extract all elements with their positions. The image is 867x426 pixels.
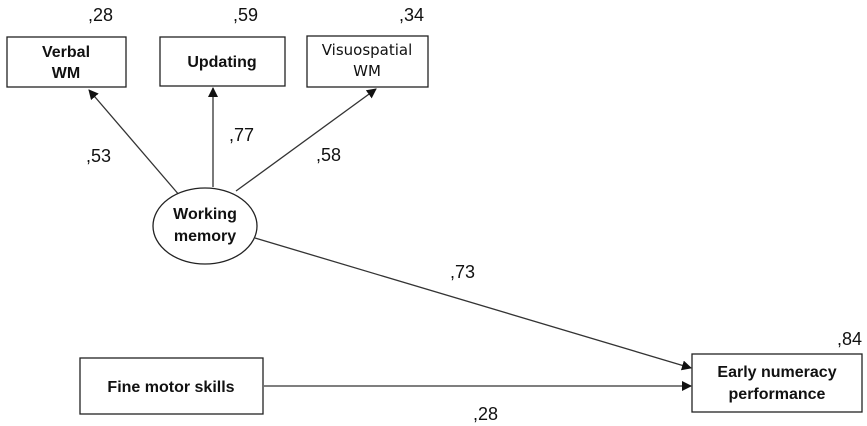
updating-label: Updating — [187, 54, 256, 71]
visuospatial-wm-r2: ,34 — [399, 5, 424, 25]
visuospatial-wm-label-line2: WM — [353, 62, 381, 80]
verbal-wm-node: Verbal WM — [6, 36, 127, 88]
path-wm-to-numeracy-arrow — [254, 237, 692, 371]
coef-wm-to-updating: ,77 — [229, 125, 254, 145]
updating-r2: ,59 — [233, 5, 258, 25]
coef-wm-to-verbal-wm: ,53 — [86, 146, 111, 166]
path-wm-to-visuospatial-wm-arrow — [235, 88, 377, 192]
early-numeracy-label-line2: performance — [729, 386, 826, 403]
working-memory-node: Working memory — [152, 187, 258, 265]
coef-fine-motor-to-numeracy: ,28 — [473, 404, 498, 424]
early-numeracy-node: Early numeracy performance — [691, 353, 863, 413]
visuospatial-wm-label-line1: Visuospatial — [322, 41, 413, 59]
path-wm-to-verbal-wm-arrow — [88, 89, 181, 197]
working-memory-label-line2: memory — [174, 228, 236, 245]
verbal-wm-label-line1: Verbal — [42, 44, 90, 61]
verbal-wm-r2: ,28 — [88, 5, 113, 25]
updating-node: Updating — [159, 36, 286, 87]
verbal-wm-label-line2: WM — [52, 65, 80, 82]
coef-wm-to-numeracy: ,73 — [450, 262, 475, 282]
early-numeracy-r2: ,84 — [837, 329, 862, 349]
coef-wm-to-visuospatial-wm: ,58 — [316, 145, 341, 165]
visuospatial-wm-node: Visuospatial WM — [306, 35, 429, 88]
fine-motor-skills-label: Fine motor skills — [107, 379, 234, 396]
fine-motor-skills-node: Fine motor skills — [79, 357, 264, 415]
working-memory-label-line1: Working — [173, 206, 237, 223]
early-numeracy-label-line1: Early numeracy — [717, 364, 836, 381]
